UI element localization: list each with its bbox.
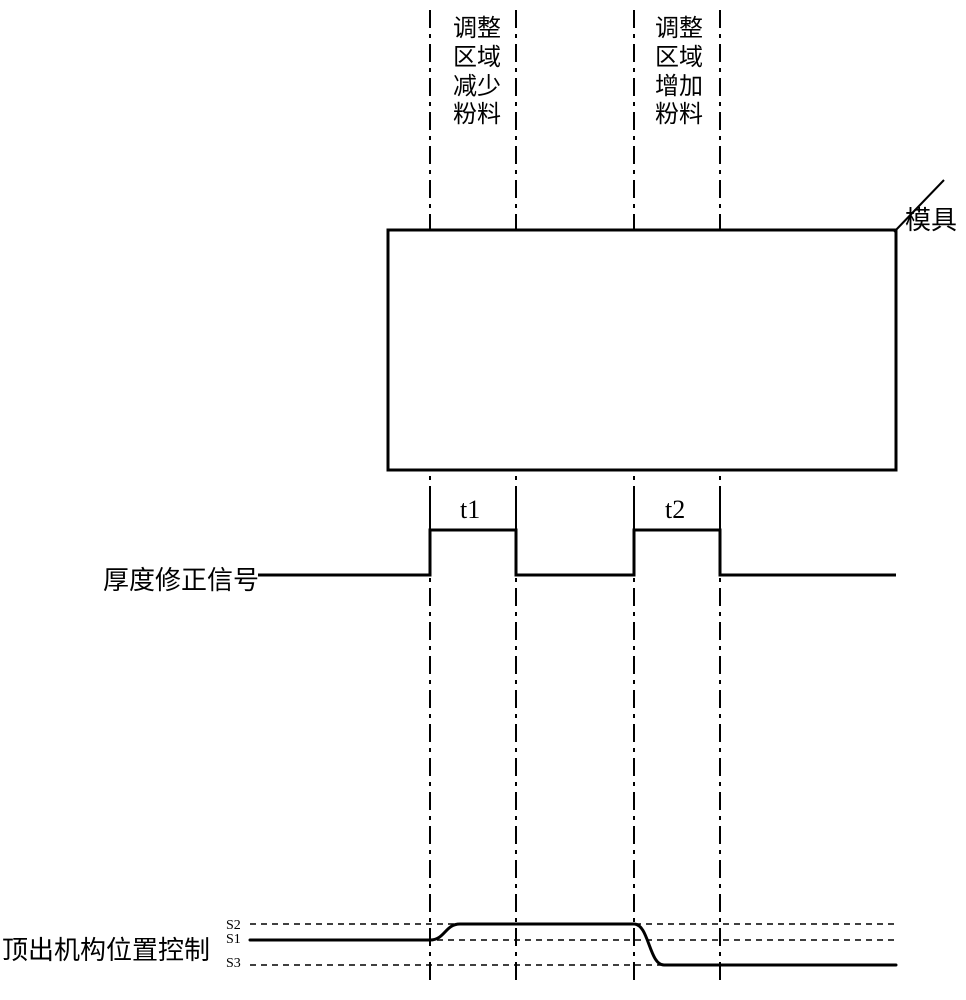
t2-label: t2 [665, 495, 685, 525]
ejector-position-label: 顶出机构位置控制 [2, 930, 210, 967]
t1-label: t1 [460, 495, 480, 525]
mold-label: 模具 [905, 200, 957, 237]
s1-label: S1 [226, 932, 241, 947]
zone-reduce-label: 调整区域减少粉料 [453, 15, 501, 130]
thickness-signal-label: 厚度修正信号 [103, 560, 259, 597]
diagram-root: 调整区域减少粉料 调整区域增加粉料 模具 t1 t2 厚度修正信号 顶出机构位置… [0, 0, 966, 1000]
svg-layer [0, 0, 966, 1000]
zone-increase-label: 调整区域增加粉料 [655, 15, 703, 130]
s3-label: S3 [226, 956, 241, 971]
